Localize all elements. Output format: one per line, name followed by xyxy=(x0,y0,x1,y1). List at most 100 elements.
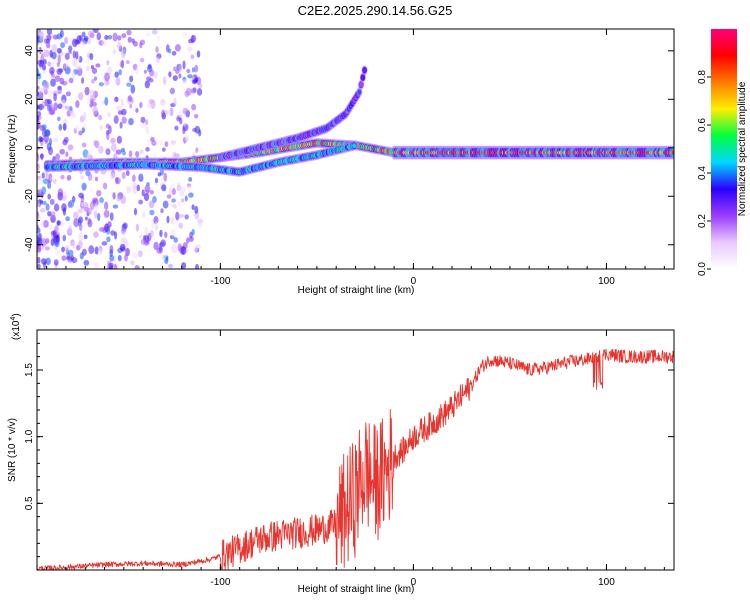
spectrogram-noise-cell xyxy=(61,203,67,212)
spectrogram-noise-cell xyxy=(44,246,51,251)
spectrogram-noise-cell xyxy=(56,62,60,67)
spectrogram-noise-cell xyxy=(49,177,54,182)
spectrogram-noise-cell xyxy=(184,195,188,202)
spectrogram-noise-cell xyxy=(115,177,121,185)
spectrogram-noise-cell xyxy=(121,49,126,58)
spectrogram-noise-cell xyxy=(166,215,170,224)
spectrogram-noise-cell xyxy=(37,243,42,253)
spectrogram-noise-cell xyxy=(190,54,195,60)
spectrogram-y-ticks: 40 20 0 -20 -40 xyxy=(24,45,674,270)
spectrogram-noise-cell xyxy=(44,38,48,44)
spectrogram-noise-cell xyxy=(113,96,119,103)
spectrogram-noise-cell xyxy=(57,188,64,197)
spectrogram-noise-cell xyxy=(194,125,201,134)
spectrogram-noise-cell xyxy=(75,64,82,70)
spectrogram-noise-cell xyxy=(95,63,101,68)
spectrogram-noise-cell xyxy=(71,113,77,119)
spectrogram-noise-cell xyxy=(92,105,98,115)
spectrogram-noise-cell xyxy=(171,244,178,254)
spectrogram-noise-cell xyxy=(136,184,141,192)
colorbar: 0.0 0.2 0.4 0.6 0.8 Normalized spectral ampl… xyxy=(697,29,748,276)
spectrogram-noise-cell xyxy=(68,50,72,55)
spectrogram-noise-cell xyxy=(65,151,69,158)
spectrogram-noise-cell xyxy=(159,229,163,238)
spectrogram-noise-cell xyxy=(96,189,102,197)
spectrogram-noise-cell xyxy=(94,262,99,269)
spectrogram-noise-cell xyxy=(97,247,103,256)
spectrogram-ridge-core xyxy=(362,67,367,73)
spectrogram-noise-cell xyxy=(61,246,66,253)
spectrogram-noise-cell xyxy=(194,205,199,214)
spectrogram-noise-cell xyxy=(91,67,98,74)
spectrogram-noise-cell xyxy=(148,78,154,83)
spectrogram-noise-cell xyxy=(139,149,144,154)
spectrogram-noise-cell xyxy=(173,237,178,243)
spectrogram-noise-cell xyxy=(179,117,183,125)
spectrogram-noise-cell xyxy=(115,77,121,86)
spectrogram-noise-cell xyxy=(54,75,61,82)
spectrogram-noise-cell xyxy=(123,240,129,247)
spectrogram-noise-cell xyxy=(78,232,83,242)
spectrogram-x-ticks: -100 0 100 xyxy=(46,29,665,287)
spectrogram-noise-cell xyxy=(51,44,58,53)
spectrogram-noise-cell xyxy=(118,69,123,76)
spectrogram-noise-cell xyxy=(168,187,172,196)
colorbar-label: Normalized spectral amplitude xyxy=(737,81,748,216)
spectrogram-noise-cell xyxy=(177,243,182,252)
spectrogram-noise-cell xyxy=(86,97,91,105)
spectrogram-noise-cell xyxy=(120,98,124,107)
spectrogram-noise-cell xyxy=(108,125,112,134)
spectrogram-y-label: Frequency (Hz) xyxy=(7,115,18,184)
spectrogram-noise-cell xyxy=(119,60,125,68)
spectrogram-noise-cell xyxy=(62,123,67,131)
spectrogram-noise-cell xyxy=(154,221,159,230)
spectrogram-noise-cell xyxy=(56,250,61,256)
spectrogram-noise-cell xyxy=(41,124,47,130)
spectrogram-noise-cell xyxy=(105,148,111,156)
spectrogram-noise-cell xyxy=(47,210,52,217)
spectrogram-noise-cell xyxy=(63,63,68,70)
spectrogram-noise-cell xyxy=(191,228,195,236)
spectrogram-noise-cell xyxy=(50,60,55,70)
spectrogram-noise-cell xyxy=(76,35,82,44)
spectrogram-marks xyxy=(37,29,674,269)
spectrogram-noise-cell xyxy=(176,184,182,192)
spectrogram-noise-cell xyxy=(81,77,85,84)
spectrogram-noise-cell xyxy=(42,84,47,92)
spectrogram-noise-cell xyxy=(111,143,117,152)
spectrogram-noise-cell xyxy=(37,91,44,100)
spectrogram-noise-cell xyxy=(97,212,101,222)
spectrogram-noise-cell xyxy=(54,241,60,248)
spectrogram-noise-cell xyxy=(141,189,145,197)
spectrogram-noise-cell xyxy=(62,191,67,199)
snr-series-line xyxy=(37,348,674,570)
spectrogram-noise-cell xyxy=(132,174,136,182)
spectrogram-noise-cell xyxy=(144,80,150,89)
spectrogram-noise-cell xyxy=(182,79,188,85)
snr-y-label: SNR (10 * v/v) xyxy=(7,418,18,482)
snr-y-ticks: 0.5 1.0 1.5 xyxy=(24,329,674,571)
spectrogram-noise-cell xyxy=(37,215,41,221)
spectrogram-noise-cell xyxy=(103,209,110,218)
spectrogram-noise-cell xyxy=(186,68,191,74)
spectrogram-noise-cell xyxy=(191,79,198,85)
spectrogram-noise-cell xyxy=(73,218,80,228)
spectrogram-noise-cell xyxy=(92,29,99,34)
spectrogram-noise-cell xyxy=(91,101,98,107)
spectrogram-noise-cell xyxy=(87,217,92,225)
spectrogram-noise-cell xyxy=(65,91,71,97)
spectrogram-x-label: Height of straight line (km) xyxy=(298,285,415,296)
spectrogram-noise-cell xyxy=(106,131,110,141)
spectrogram-noise-cell xyxy=(39,208,46,213)
spectrogram-noise-cell xyxy=(113,115,119,124)
spectrogram-noise-cell xyxy=(188,192,194,198)
spectrogram-noise-cell xyxy=(182,107,189,115)
spectrogram-noise-cell xyxy=(47,61,52,67)
spectrogram-noise-cell xyxy=(147,63,152,70)
spectrogram-noise-cell xyxy=(171,198,176,203)
spectrogram-noise-cell xyxy=(138,199,144,205)
spectrogram-x-tick-label: 100 xyxy=(598,276,615,287)
snr-y-tick-label: 1.0 xyxy=(24,429,35,443)
spectrogram-noise-cell xyxy=(64,52,70,60)
spectrogram-noise-cell xyxy=(41,172,46,179)
